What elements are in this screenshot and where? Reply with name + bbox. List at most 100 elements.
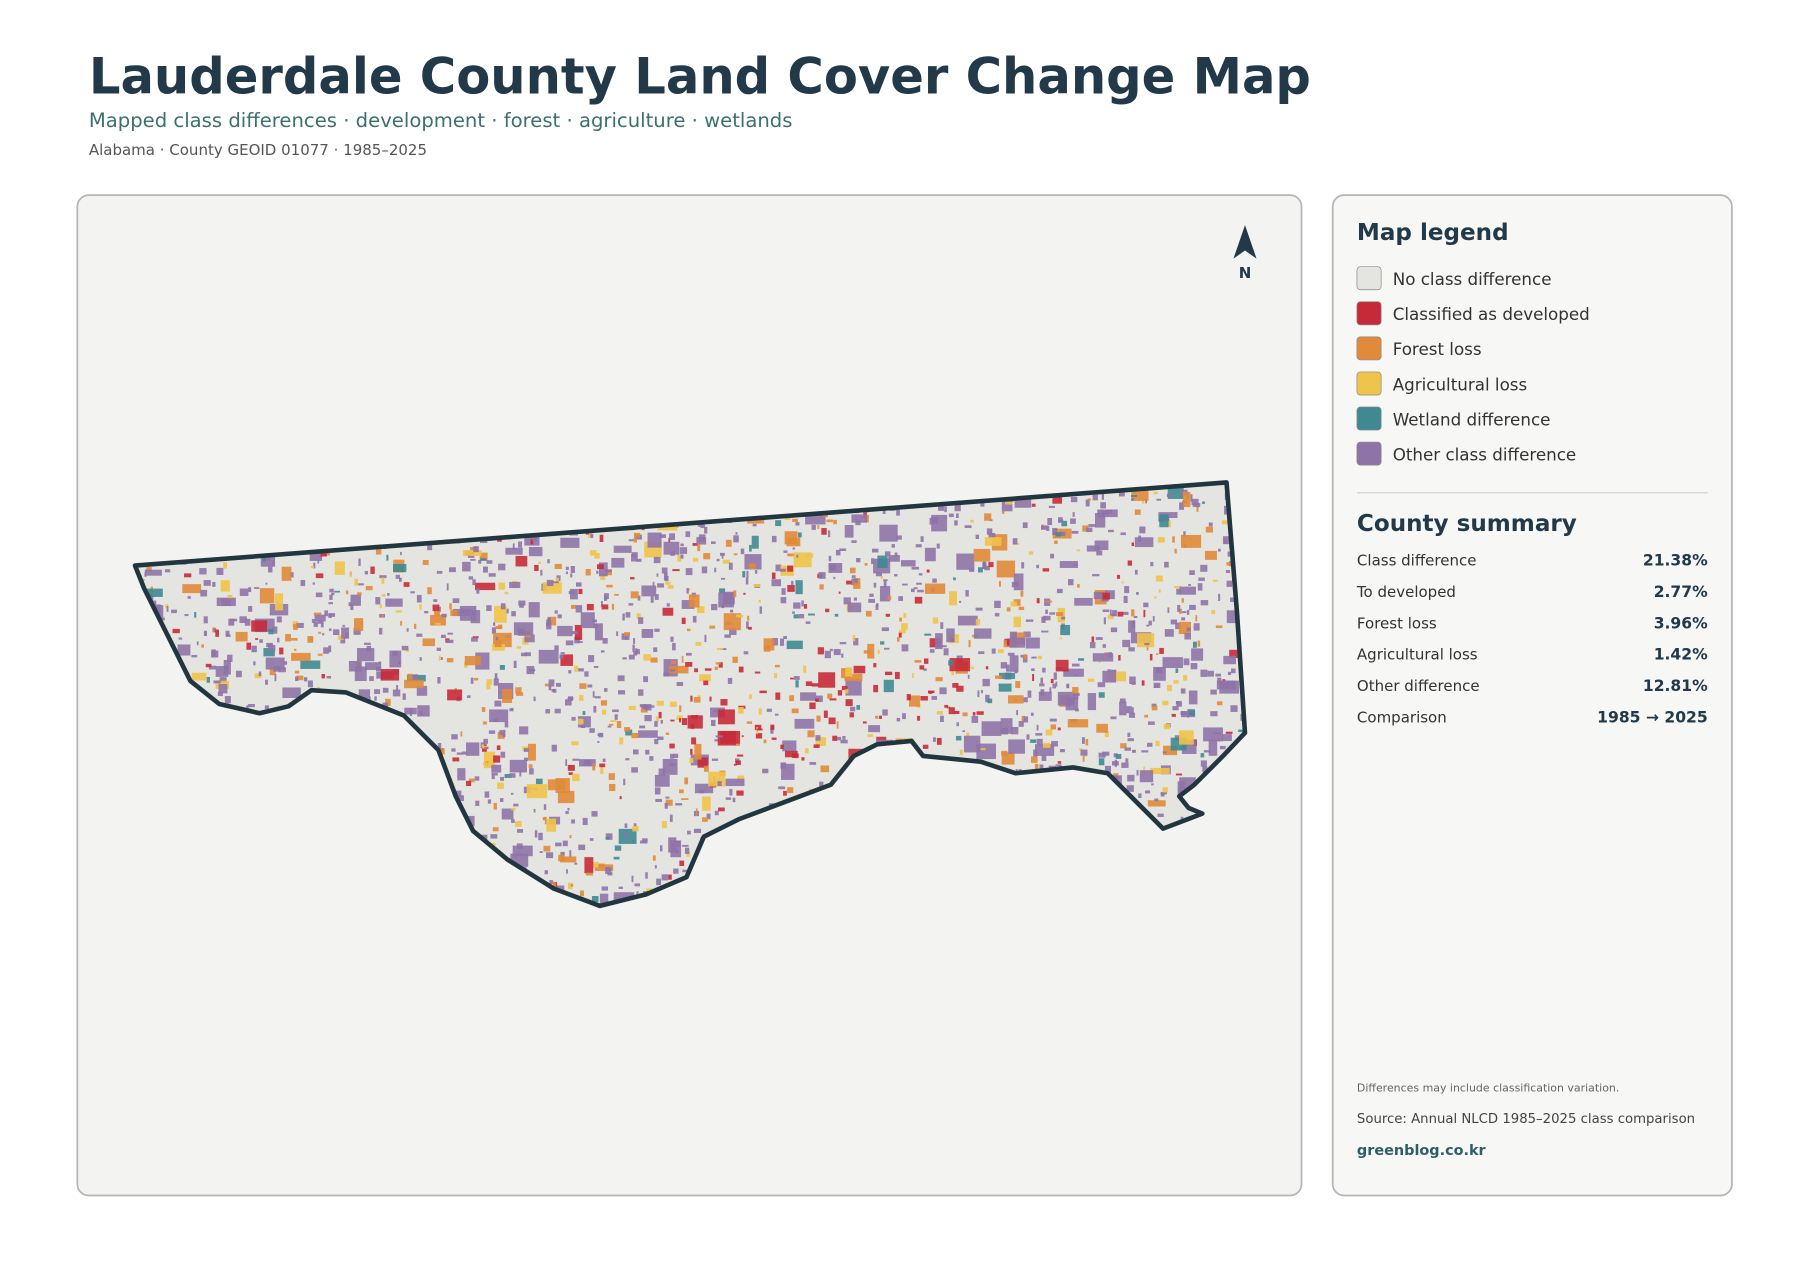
change-patch bbox=[473, 677, 479, 681]
change-patch bbox=[1049, 687, 1052, 694]
change-patch bbox=[1067, 719, 1089, 728]
change-patch bbox=[644, 714, 652, 722]
legend-swatch bbox=[1356, 301, 1382, 326]
change-patch bbox=[614, 714, 618, 720]
change-patch bbox=[1155, 575, 1163, 582]
change-patch bbox=[873, 663, 877, 668]
change-patch bbox=[1118, 489, 1125, 497]
change-patch bbox=[449, 603, 452, 610]
change-patch bbox=[1054, 540, 1058, 545]
change-patch bbox=[749, 694, 752, 699]
change-patch bbox=[483, 762, 489, 766]
change-patch bbox=[560, 654, 573, 666]
change-patch bbox=[801, 600, 804, 607]
change-patch bbox=[917, 715, 921, 721]
change-patch bbox=[1013, 599, 1021, 606]
footnote: Differences may include classification v… bbox=[1357, 1082, 1619, 1095]
change-patch bbox=[222, 599, 227, 603]
change-patch bbox=[1200, 600, 1209, 606]
meta: Alabama · County GEOID 01077 · 1985–2025 bbox=[89, 141, 427, 159]
change-patch bbox=[1145, 498, 1148, 504]
change-patch bbox=[1149, 653, 1153, 661]
change-patch bbox=[943, 648, 949, 656]
change-patch bbox=[669, 814, 673, 822]
change-patch bbox=[1159, 514, 1169, 528]
change-patch bbox=[1164, 561, 1169, 568]
change-patch bbox=[1231, 668, 1236, 674]
change-patch bbox=[811, 683, 819, 687]
change-patch bbox=[529, 768, 534, 775]
change-patch bbox=[227, 654, 233, 662]
change-patch bbox=[968, 640, 971, 648]
change-patch bbox=[446, 658, 454, 663]
change-patch bbox=[783, 636, 787, 640]
change-patch bbox=[794, 718, 815, 729]
change-patch bbox=[1085, 499, 1090, 507]
change-patch bbox=[638, 730, 658, 738]
change-patch bbox=[791, 708, 799, 714]
change-patch bbox=[621, 633, 630, 640]
change-patch bbox=[1080, 749, 1088, 756]
change-patch bbox=[248, 606, 253, 612]
change-patch bbox=[628, 539, 634, 542]
change-patch bbox=[435, 622, 441, 625]
change-patch bbox=[805, 553, 814, 558]
change-patch bbox=[1106, 510, 1113, 514]
change-patch bbox=[144, 569, 162, 576]
change-patch bbox=[997, 649, 1004, 654]
change-patch bbox=[1150, 767, 1170, 775]
change-patch bbox=[685, 652, 692, 656]
change-patch bbox=[277, 637, 280, 643]
change-patch bbox=[748, 626, 752, 630]
change-patch bbox=[511, 807, 516, 811]
change-patch bbox=[751, 535, 759, 549]
change-patch bbox=[679, 789, 684, 794]
change-patch bbox=[492, 827, 499, 832]
change-patch bbox=[218, 684, 228, 694]
change-patch bbox=[570, 604, 576, 609]
change-patch bbox=[294, 670, 300, 674]
change-patch bbox=[1196, 506, 1199, 512]
change-patch bbox=[770, 724, 775, 730]
change-patch bbox=[557, 790, 575, 804]
change-patch bbox=[1208, 739, 1218, 756]
change-patch bbox=[655, 798, 662, 802]
change-patch bbox=[1152, 615, 1155, 622]
change-patch bbox=[235, 670, 242, 678]
change-patch bbox=[448, 567, 456, 573]
change-patch bbox=[403, 582, 410, 587]
change-patch bbox=[1226, 580, 1233, 587]
change-patch bbox=[1210, 711, 1218, 717]
change-patch bbox=[1122, 611, 1129, 615]
change-patch bbox=[482, 721, 487, 725]
change-patch bbox=[519, 770, 522, 777]
change-patch bbox=[833, 519, 837, 525]
change-patch bbox=[1156, 498, 1162, 501]
change-patch bbox=[1175, 773, 1183, 776]
change-patch bbox=[1023, 697, 1028, 703]
change-patch bbox=[984, 513, 992, 521]
change-patch bbox=[813, 744, 820, 748]
change-patch bbox=[1160, 792, 1167, 795]
change-patch bbox=[789, 695, 795, 702]
change-patch bbox=[1075, 708, 1079, 712]
change-patch bbox=[1107, 671, 1127, 682]
change-patch bbox=[475, 800, 480, 806]
change-patch bbox=[628, 705, 636, 710]
change-patch bbox=[795, 680, 799, 688]
change-patch bbox=[392, 650, 398, 656]
change-patch bbox=[856, 705, 861, 710]
change-patch bbox=[838, 591, 841, 594]
change-patch bbox=[354, 618, 364, 631]
change-patch bbox=[560, 851, 565, 856]
change-patch bbox=[845, 679, 862, 696]
change-patch bbox=[884, 551, 891, 556]
change-patch bbox=[528, 764, 533, 769]
change-patch bbox=[805, 621, 811, 624]
change-patch bbox=[557, 614, 562, 619]
change-patch bbox=[698, 789, 705, 794]
change-patch bbox=[578, 588, 583, 595]
change-patch bbox=[322, 633, 325, 636]
change-patch bbox=[215, 629, 219, 637]
